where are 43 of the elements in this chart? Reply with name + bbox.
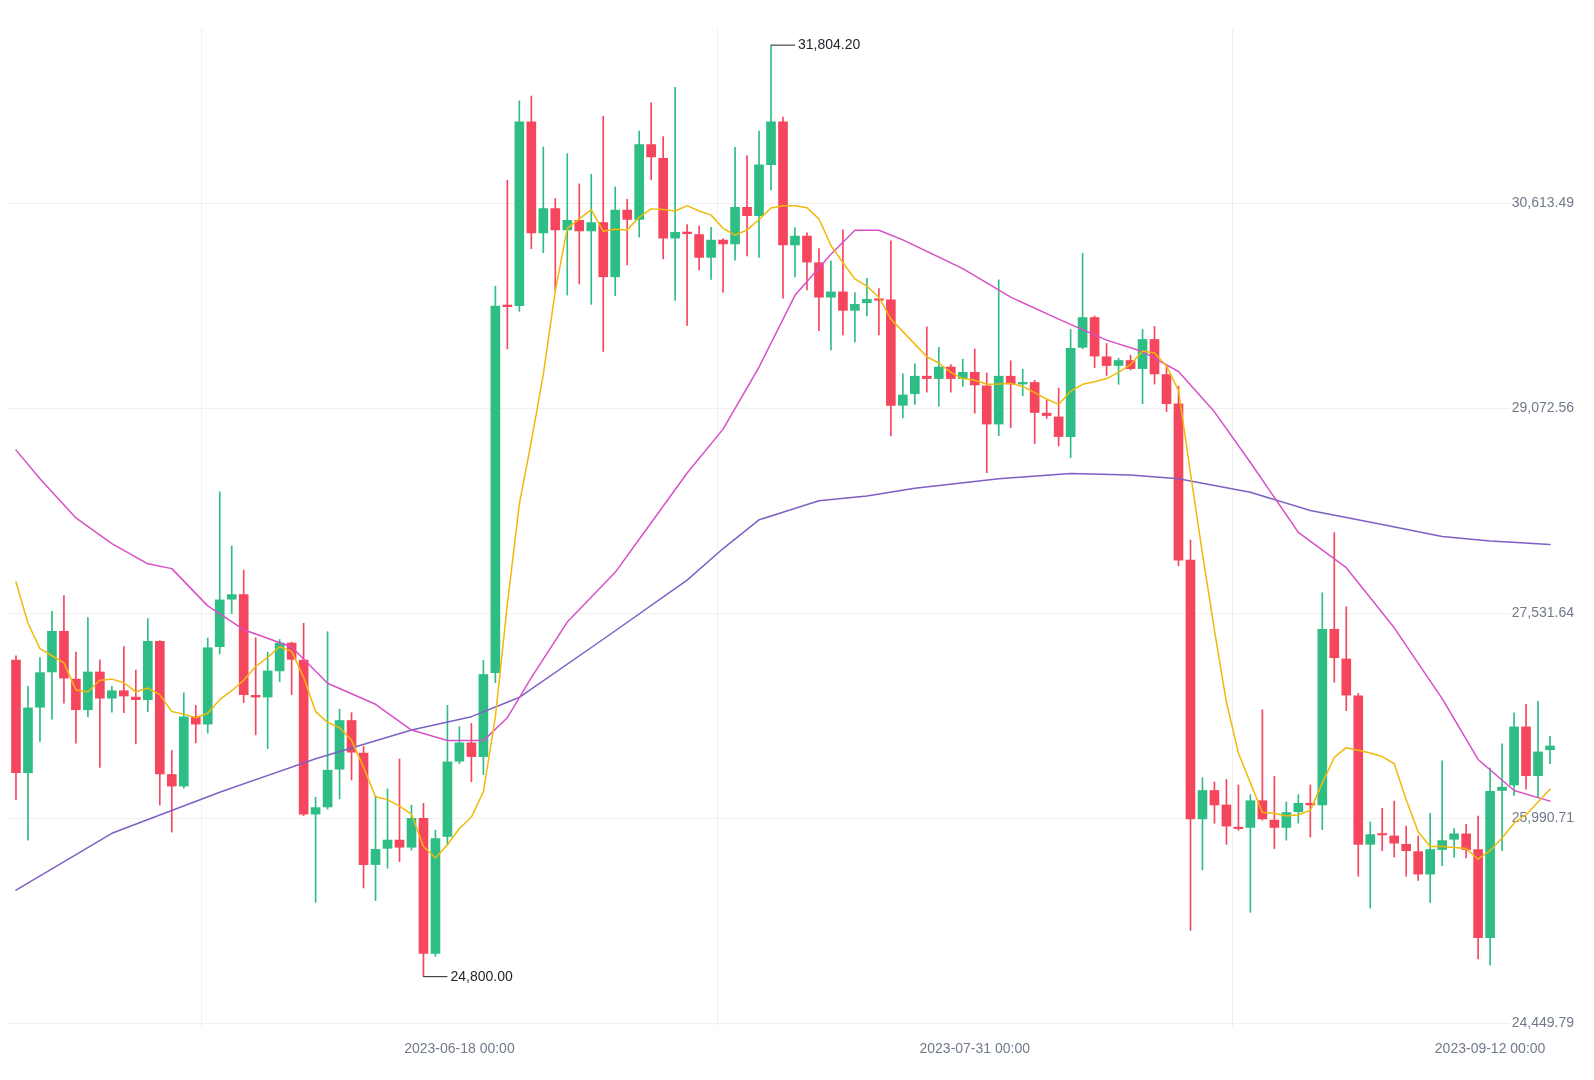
y-tick-label: 29,072.56: [1511, 399, 1575, 416]
candlestick: [119, 646, 129, 713]
candlestick: [790, 227, 800, 278]
annotation: 24,800.00: [450, 967, 513, 984]
candlestick: [933, 346, 944, 407]
candlestick: [586, 174, 597, 305]
candlestick: [1329, 532, 1340, 683]
candlestick: [646, 102, 656, 181]
annotation: 31,804.20: [798, 35, 861, 52]
candlestick: [838, 229, 848, 336]
candlestick: [1437, 760, 1447, 866]
candlestick: [574, 183, 585, 285]
candlestick: [226, 545, 237, 614]
candlestick: [550, 198, 561, 291]
candlestick: [874, 288, 884, 336]
candlestick: [562, 153, 573, 296]
candlestick: [670, 86, 680, 301]
candlestick: [95, 659, 105, 768]
candlestick: [131, 669, 141, 745]
candlestick: [1545, 735, 1555, 765]
candlestick: [1389, 800, 1400, 858]
candlestick: [742, 155, 752, 257]
candlestick: [166, 750, 177, 833]
y-tick-label: 24,449.79: [1511, 1014, 1575, 1031]
candlestick: [862, 278, 872, 317]
candlestick: [682, 224, 692, 326]
candlestick: [1497, 743, 1507, 852]
candlestick: [1401, 825, 1412, 877]
y-tick-label: 30,613.49: [1511, 194, 1575, 211]
candlestick: [1017, 368, 1028, 397]
x-tick-label: 2023-09-12 00:00: [1434, 1040, 1546, 1057]
candlestick: [538, 146, 549, 254]
candlestick: [718, 238, 728, 293]
candlestick: [622, 199, 633, 266]
candlestick: [1365, 821, 1376, 909]
candlestick: [921, 326, 932, 393]
candlestick: [826, 260, 836, 351]
candlestick: [598, 116, 609, 352]
candlestick: [850, 292, 860, 343]
candlestick: [1377, 807, 1388, 852]
x-tick-label: 2023-07-31 00:00: [919, 1040, 1031, 1057]
x-tick-label: 2023-06-18 00:00: [404, 1040, 515, 1057]
y-tick-label: 27,531.64: [1511, 604, 1575, 621]
